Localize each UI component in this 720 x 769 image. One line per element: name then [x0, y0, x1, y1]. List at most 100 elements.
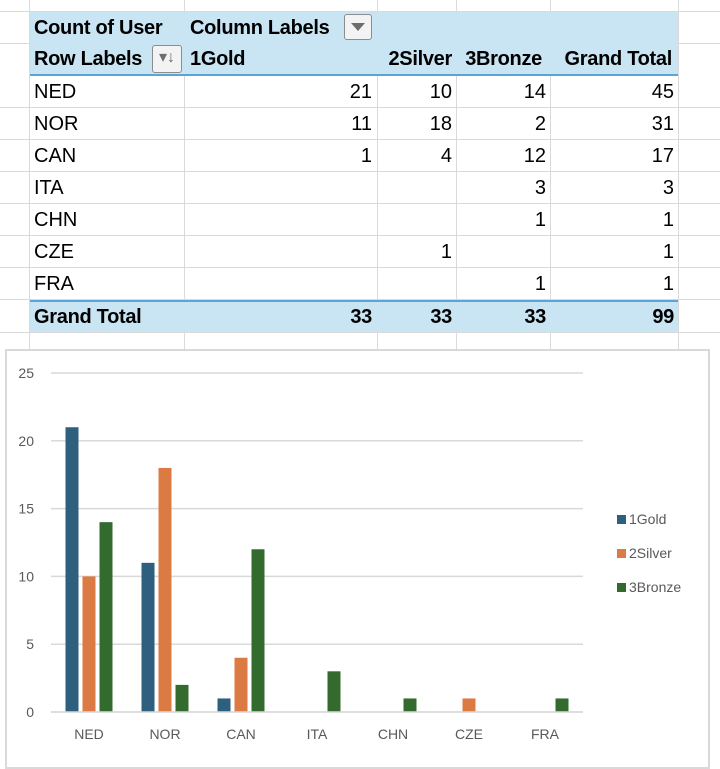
chart-plot-svg: 0 5 10 15 20 25 NED NOR CAN ITA CHN CZE FRA: [18, 365, 583, 742]
value-cell-2silver[interactable]: 18: [429, 113, 452, 135]
x-category-label: CHN: [378, 726, 408, 742]
legend-swatch: [617, 549, 626, 558]
legend-label: 3Bronze: [629, 579, 682, 595]
value-cell-1gold[interactable]: [190, 204, 372, 236]
value-field-label[interactable]: Count of User: [34, 17, 163, 39]
value-cell-grand-total[interactable]: 31: [651, 113, 674, 135]
value-cell-grand-total[interactable]: 1: [662, 273, 674, 295]
value-cell-1gold[interactable]: 11: [351, 113, 372, 135]
legend-item[interactable]: 1Gold: [617, 511, 681, 545]
value-cell-grand-total[interactable]: 1: [662, 241, 674, 263]
row-label[interactable]: CHN: [34, 209, 78, 231]
pivot-data-row: FRA 1 1: [30, 268, 678, 300]
row-label[interactable]: NED: [34, 81, 77, 103]
bar-3bronze-chn[interactable]: [403, 698, 417, 712]
bar-1gold-ned[interactable]: [65, 427, 79, 712]
grid-row-line: [0, 203, 720, 204]
value-cell-1gold[interactable]: [190, 236, 372, 268]
value-cell-2silver[interactable]: [378, 268, 452, 300]
value-cell-2silver[interactable]: 4: [440, 145, 452, 167]
bar-1gold-nor[interactable]: [141, 562, 155, 712]
x-category-label: CAN: [226, 726, 256, 742]
bar-3bronze-can[interactable]: [251, 549, 265, 712]
grid-row-line: [0, 235, 720, 236]
row-sort-filter-button[interactable]: ▾↓: [152, 45, 182, 73]
x-category-label: NOR: [149, 726, 180, 742]
bar-3bronze-ned[interactable]: [99, 522, 113, 712]
bar-3bronze-nor[interactable]: [175, 684, 189, 712]
bar-2silver-cze[interactable]: [462, 698, 476, 712]
bar-2silver-nor[interactable]: [158, 467, 172, 712]
value-cell-3bronze[interactable]: 14: [523, 81, 546, 103]
legend-item[interactable]: 3Bronze: [617, 579, 681, 613]
value-cell-grand-total[interactable]: 3: [662, 177, 674, 199]
grand-total-2silver[interactable]: 33: [430, 306, 452, 328]
column-filter-button[interactable]: [344, 14, 372, 40]
column-labels-header[interactable]: Column Labels: [190, 17, 330, 39]
value-cell-grand-total[interactable]: 17: [651, 145, 674, 167]
clustered-column-chart[interactable]: 0 5 10 15 20 25 NED NOR CAN ITA CHN CZE FRA 1Gold 2Si…: [5, 349, 710, 769]
pivot-data-row: CZE 1 1: [30, 236, 678, 268]
value-cell-1gold[interactable]: [190, 268, 372, 300]
value-cell-3bronze[interactable]: 2: [534, 113, 546, 135]
x-category-label: FRA: [531, 726, 560, 742]
value-cell-2silver[interactable]: [378, 204, 452, 236]
column-header-3bronze[interactable]: 3Bronze: [465, 48, 542, 70]
grand-total-label[interactable]: Grand Total: [34, 306, 142, 328]
legend-swatch: [617, 583, 626, 592]
grid-row-line: [0, 11, 720, 12]
bar-2silver-can[interactable]: [234, 657, 248, 712]
row-label[interactable]: FRA: [34, 273, 74, 295]
y-tick-label: 0: [26, 704, 34, 720]
pivot-data-row: NOR 11 18 2 31: [30, 108, 678, 140]
grand-total-1gold[interactable]: 33: [350, 306, 372, 328]
x-category-label: ITA: [307, 726, 328, 742]
legend-label: 1Gold: [629, 511, 667, 527]
grid-row-line: [0, 332, 720, 333]
grid-row-line: [0, 267, 720, 268]
sort-filter-icon: ▾↓: [158, 49, 176, 66]
value-cell-2silver[interactable]: 10: [429, 81, 452, 103]
legend-swatch: [617, 515, 626, 524]
legend-label: 2Silver: [629, 545, 672, 561]
column-header-grand-total[interactable]: Grand Total: [564, 48, 673, 70]
bar-3bronze-fra[interactable]: [555, 698, 569, 712]
grid-row-line: [0, 299, 720, 300]
value-cell-grand-total[interactable]: 1: [662, 209, 674, 231]
value-cell-1gold[interactable]: 1: [360, 145, 372, 167]
row-label[interactable]: CAN: [34, 145, 77, 167]
row-label[interactable]: NOR: [34, 113, 79, 135]
value-cell-3bronze[interactable]: 12: [523, 145, 546, 167]
value-cell-3bronze[interactable]: [456, 236, 546, 268]
row-label[interactable]: CZE: [34, 241, 74, 263]
column-header-1gold[interactable]: 1Gold: [190, 48, 246, 70]
pivot-data-row: ITA 3 3: [30, 172, 678, 204]
y-tick-label: 20: [18, 433, 34, 449]
bar-3bronze-ita[interactable]: [327, 671, 341, 712]
pivot-data-row: CHN 1 1: [30, 204, 678, 236]
row-labels-header[interactable]: Row Labels: [34, 48, 143, 70]
y-tick-label: 10: [18, 568, 34, 584]
column-header-2silver[interactable]: 2Silver: [388, 48, 452, 70]
row-label[interactable]: ITA: [34, 177, 64, 199]
bar-2silver-ned[interactable]: [82, 576, 96, 712]
filter-dropdown-icon: [351, 23, 365, 31]
grid-row-line: [0, 171, 720, 172]
legend-item[interactable]: 2Silver: [617, 545, 681, 579]
grid-row-line: [0, 139, 720, 140]
pivot-column-header-row: Row Labels ▾↓ 1Gold 2Silver 3Bronze Gran…: [30, 44, 678, 76]
value-cell-1gold[interactable]: 21: [349, 81, 372, 103]
pivot-data-row: NED 21 10 14 45: [30, 76, 678, 108]
value-cell-2silver[interactable]: [378, 172, 452, 204]
value-cell-2silver[interactable]: 1: [440, 241, 452, 263]
value-cell-grand-total[interactable]: 45: [651, 81, 674, 103]
x-category-label: NED: [74, 726, 104, 742]
value-cell-3bronze[interactable]: 3: [534, 177, 546, 199]
value-cell-3bronze[interactable]: 1: [534, 273, 546, 295]
value-cell-3bronze[interactable]: 1: [534, 209, 546, 231]
grand-total-overall[interactable]: 99: [652, 306, 674, 328]
grand-total-3bronze[interactable]: 33: [524, 306, 546, 328]
value-cell-1gold[interactable]: [190, 172, 372, 204]
chart-legend[interactable]: 1Gold 2Silver 3Bronze: [617, 511, 681, 613]
bar-1gold-can[interactable]: [217, 698, 231, 712]
